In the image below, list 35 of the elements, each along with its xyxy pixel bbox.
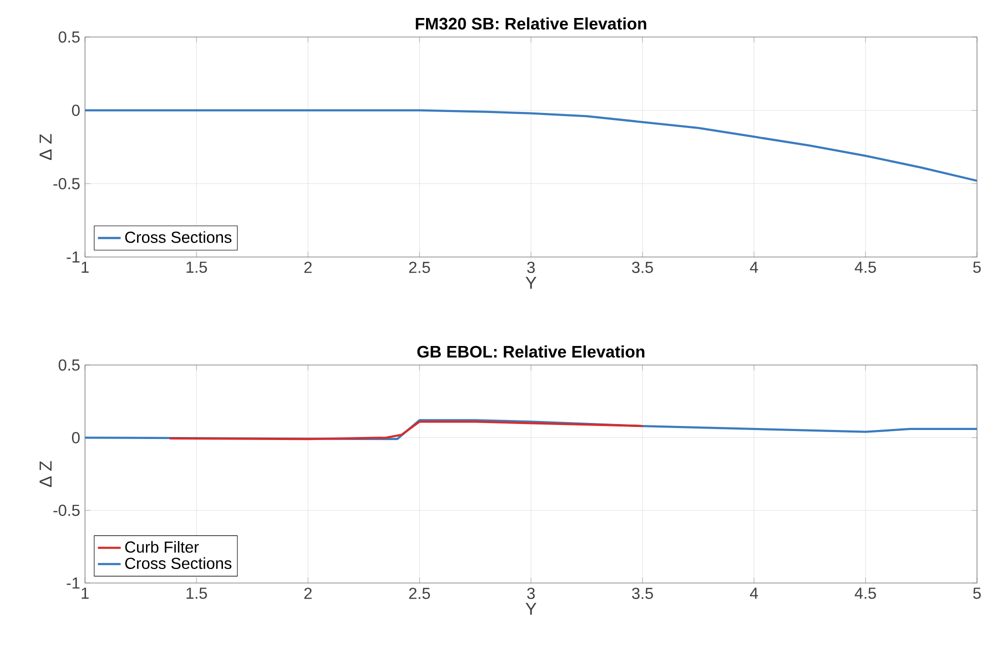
x-tick-label: 3.5 [632,262,653,274]
x-tick-label: 1.5 [186,262,207,273]
y-tick-label: 0.5 [58,31,80,43]
x-axis-title: Y [526,276,536,289]
x-tick-label: 3 [527,262,535,274]
x-tick-label: 1.5 [186,588,207,599]
y-tick-label: -1 [66,252,80,262]
chart-title: GB EBOL: Relative Elevation [417,345,644,358]
x-tick-label: 4 [750,588,758,599]
y-axis-title: Δ Z [40,134,52,160]
y-tick-label: 0 [72,432,80,444]
x-tick-label: 2 [304,588,312,599]
x-tick-label: 2.5 [409,588,430,600]
legend-label: Cross Sections [125,557,232,570]
x-tick-label: 3.5 [632,588,653,600]
y-tick-label: 0 [72,104,80,116]
x-tick-label: 1 [82,588,89,599]
x-tick-label: 1 [82,262,89,273]
y-tick-label: -0.5 [53,178,80,190]
chart-title: FM320 SB: Relative Elevation [416,17,646,30]
y-tick-label: 0.5 [58,359,80,371]
x-tick-label: 4.5 [854,262,876,273]
y-tick-label: -1 [66,578,80,589]
x-tick-label: 4.5 [854,588,876,599]
x-tick-label: 2.5 [409,262,430,274]
x-tick-label: 4 [750,262,758,273]
y-axis-title: Δ Z [40,461,52,487]
legend-label: Curb Filter [125,541,199,553]
x-tick-label: 5 [973,262,981,273]
y-tick-label: -0.5 [53,504,80,516]
x-tick-label: 5 [973,588,981,599]
x-tick-label: 3 [527,588,535,600]
legend-label: Cross Sections [125,231,232,243]
x-axis-title: Y [526,602,536,615]
x-tick-label: 2 [304,262,312,273]
